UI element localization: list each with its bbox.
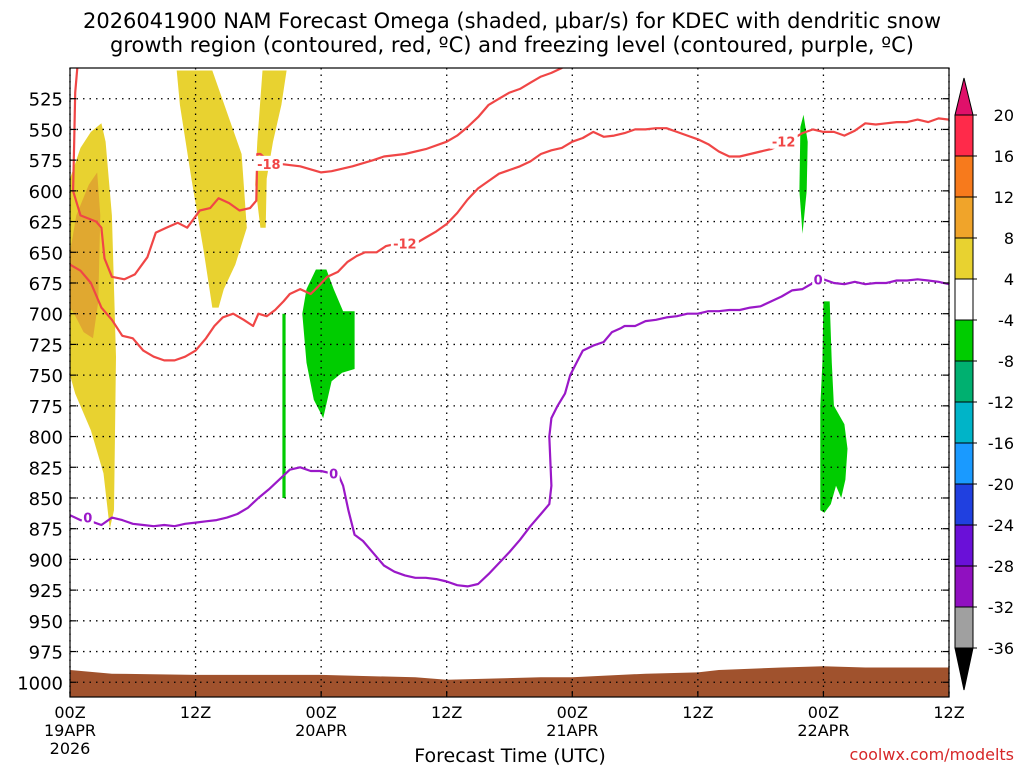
colorbar-label-13: -36	[988, 639, 1014, 658]
y-tick-label-900: 900	[29, 550, 63, 571]
plot-frame	[69, 67, 950, 698]
x-tick-date-24: 20APR	[295, 721, 347, 740]
y-tick-label-675: 675	[29, 274, 63, 295]
colorbar-label-2: 12	[994, 188, 1014, 207]
colorbar-label-9: -20	[988, 475, 1014, 494]
colorbar-swatch-6	[954, 360, 974, 403]
colorbar: 20 16 12 8 4 -4 -8 -12 -16 -20 -24 -28 -32 -36	[954, 77, 1014, 691]
contour-label-bg-2	[81, 509, 94, 525]
x-tick-label-84: 12Z	[933, 703, 964, 722]
y-tick-label-750: 750	[29, 366, 63, 387]
chart-title-line-1: 2026041900 NAM Forecast Omega (shaded, μ…	[82, 9, 942, 33]
y-tick-label-650: 650	[29, 243, 63, 264]
contour-label-bg-3	[769, 133, 798, 149]
colorbar-label-4: 4	[1004, 270, 1014, 289]
colorbar-label-12: -32	[988, 598, 1014, 617]
colorbar-label-10: -24	[988, 516, 1014, 535]
colorbar-swatch-1	[954, 155, 974, 198]
y-tick-label-850: 850	[29, 489, 63, 510]
contour-label-bg-1	[390, 235, 419, 251]
contour-label-3: -12	[772, 136, 796, 151]
x-tick-label-60: 12Z	[682, 703, 713, 722]
y-tick-label-725: 725	[29, 335, 63, 356]
colorbar-label-11: -28	[988, 557, 1014, 576]
y-tick-label-950: 950	[29, 612, 63, 633]
chart-title-line-2: growth region (contoured, red, ºC) and f…	[110, 33, 914, 57]
x-tick-label-0: 00Z	[54, 703, 85, 722]
x-tick-label-36: 12Z	[431, 703, 462, 722]
colorbar-swatch-7	[954, 401, 974, 444]
terrain-fill	[70, 666, 949, 697]
colorbar-label-5: -4	[998, 311, 1014, 330]
colorbar-label-0: 20	[994, 106, 1014, 125]
colorbar-swatch-5	[954, 319, 974, 362]
contour-label-2: 0	[83, 512, 92, 527]
x-tick-date-72: 22APR	[797, 721, 849, 740]
omega-region-7	[820, 301, 848, 513]
contour-labels: -18 -12 0 -12 0 0	[81, 133, 825, 527]
colorbar-swatch-12	[954, 606, 974, 649]
y-tick-label-1000: 1000	[17, 673, 63, 694]
contour-label-bg-0	[254, 155, 283, 171]
colorbar-swatch-9	[954, 483, 974, 526]
colorbar-label-3: 8	[1004, 229, 1014, 248]
contour-label-5: 0	[814, 273, 823, 288]
contour-label-bg-5	[812, 271, 825, 287]
colorbar-label-7: -12	[988, 393, 1014, 412]
contour-lines	[70, 68, 949, 588]
colorbar-swatch-4	[954, 278, 974, 321]
omega-region-4	[282, 313, 286, 498]
y-tick-label-600: 600	[29, 182, 63, 203]
colorbar-label-6: -8	[998, 352, 1014, 371]
x-axis-label: Forecast Time (UTC)	[414, 745, 606, 767]
y-tick-label-925: 925	[29, 581, 63, 602]
x-tick-label-24: 00Z	[305, 703, 336, 722]
terrain-polygon	[70, 666, 949, 697]
colorbar-swatch-8	[954, 442, 974, 485]
y-tick-label-575: 575	[29, 151, 63, 172]
x-tick-label-12: 12Z	[180, 703, 211, 722]
colorbar-top-arrow	[954, 77, 974, 116]
y-tick-label-775: 775	[29, 397, 63, 418]
x-tick-date-48: 21APR	[546, 721, 598, 740]
x-tick-year-0: 2026	[50, 739, 91, 758]
omega-region-1	[70, 172, 101, 339]
y-tick-label-875: 875	[29, 520, 63, 541]
y-tick-label-825: 825	[29, 458, 63, 479]
omega-region-2	[176, 70, 247, 308]
y-tick-label-625: 625	[29, 213, 63, 234]
contour-label-bg-4	[327, 465, 340, 481]
omega-shading	[70, 70, 848, 529]
colorbar-swatch-10	[954, 524, 974, 567]
colorbar-swatch-11	[954, 565, 974, 608]
contour-line-0	[71, 68, 564, 281]
x-tick-label-72: 00Z	[808, 703, 839, 722]
colorbar-label-8: -16	[988, 434, 1014, 453]
colorbar-bottom-arrow	[954, 647, 974, 691]
x-tick-date-0: 19APR	[44, 721, 96, 740]
colorbar-label-1: 16	[994, 147, 1014, 166]
omega-region-6	[799, 114, 808, 234]
omega-region-3	[255, 70, 287, 228]
colorbar-swatch-2	[954, 196, 974, 239]
y-tick-label-975: 975	[29, 643, 63, 664]
contour-label-4: 0	[329, 467, 338, 482]
x-tick-label-48: 00Z	[557, 703, 588, 722]
colorbar-swatch-3	[954, 237, 974, 280]
y-tick-label-525: 525	[29, 90, 63, 111]
contour-label-0: -18	[257, 158, 281, 173]
contour-line-1	[70, 117, 949, 362]
omega-region-5	[302, 269, 355, 419]
y-tick-label-700: 700	[29, 305, 63, 326]
contour-line-2	[70, 278, 949, 588]
colorbar-swatch-0	[954, 114, 974, 157]
y-axis-ticks: 525 550 575 600 625 650 675 700 725 750 775 800 825 8…	[17, 90, 949, 694]
y-tick-label-800: 800	[29, 428, 63, 449]
contour-label-1: -12	[393, 238, 417, 253]
y-tick-label-550: 550	[29, 120, 63, 141]
credit-text: coolwx.com/modelts	[849, 745, 1014, 764]
